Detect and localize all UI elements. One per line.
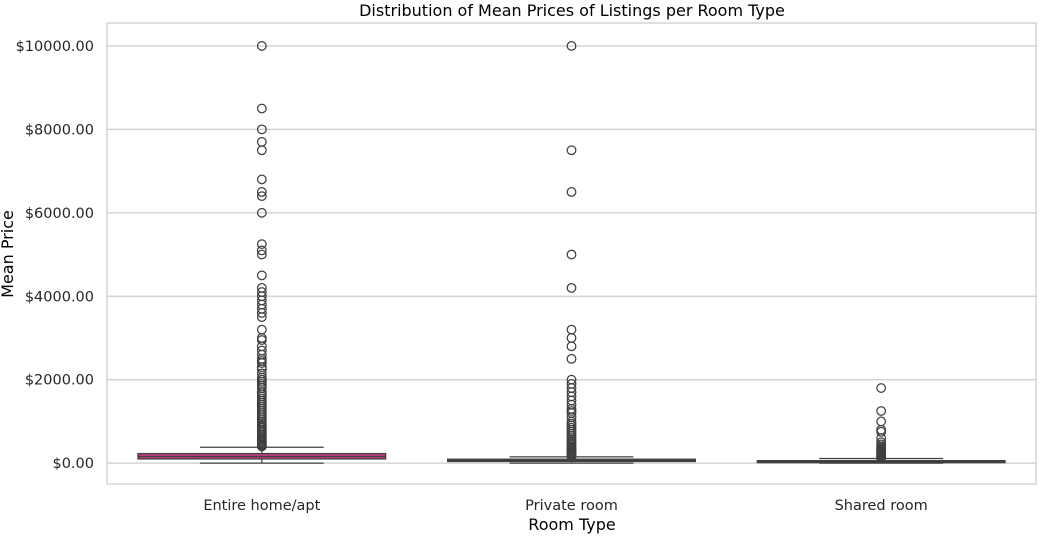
outlier-point (566, 249, 577, 260)
outlier-point (876, 406, 887, 416)
outlier-point (256, 191, 267, 202)
outlier-point (566, 341, 577, 352)
outlier-point (256, 270, 267, 281)
outlier-point (256, 124, 267, 135)
x-tick-label: Shared room (835, 498, 928, 514)
box-series (137, 41, 1006, 464)
outlier-point (876, 426, 887, 437)
y-tick-label: $6000.00 (25, 206, 94, 222)
y-tick-label: $0.00 (52, 456, 94, 472)
box-group (137, 41, 387, 464)
x-tick-label: Private room (525, 498, 618, 514)
y-tick-labels: $0.00 $2000.00 $4000.00 $6000.00 $8000.00 $10… (16, 39, 94, 472)
outlier-point (256, 239, 267, 250)
outlier-point (256, 145, 267, 156)
outlier-point (256, 245, 267, 256)
x-tick-label: Entire home/apt (203, 498, 320, 514)
y-tick-label: $4000.00 (25, 289, 94, 305)
outlier-point (256, 249, 267, 260)
x-axis-label: Room Type (528, 515, 615, 534)
outlier-point (256, 187, 267, 197)
outlier-point (876, 453, 887, 463)
box-group (447, 41, 696, 464)
y-tick-label: $8000.00 (25, 122, 94, 138)
outlier-point (566, 145, 577, 156)
outlier-point (566, 353, 577, 364)
outlier-point (256, 207, 267, 218)
y-axis-label: Mean Price (0, 210, 17, 298)
y-tick-label: $10000.00 (16, 39, 94, 55)
box-group (756, 383, 1006, 464)
outlier-point (256, 441, 267, 452)
outlier-point (256, 335, 267, 345)
outlier-point (256, 308, 267, 318)
x-tick-labels: Entire home/apt Private room Shared room (203, 498, 927, 514)
y-tick-label: $2000.00 (25, 373, 94, 389)
outlier-point (256, 41, 267, 51)
outlier-point (566, 282, 577, 293)
outlier-point (566, 187, 577, 197)
outlier-point (256, 174, 267, 185)
chart-title: Distribution of Mean Prices of Listings … (359, 1, 785, 20)
outlier-point (256, 103, 267, 114)
outlier-point (876, 383, 887, 393)
outlier-point (566, 41, 577, 51)
outlier-point (566, 451, 577, 462)
outlier-point (256, 358, 267, 368)
outlier-point (256, 312, 267, 323)
